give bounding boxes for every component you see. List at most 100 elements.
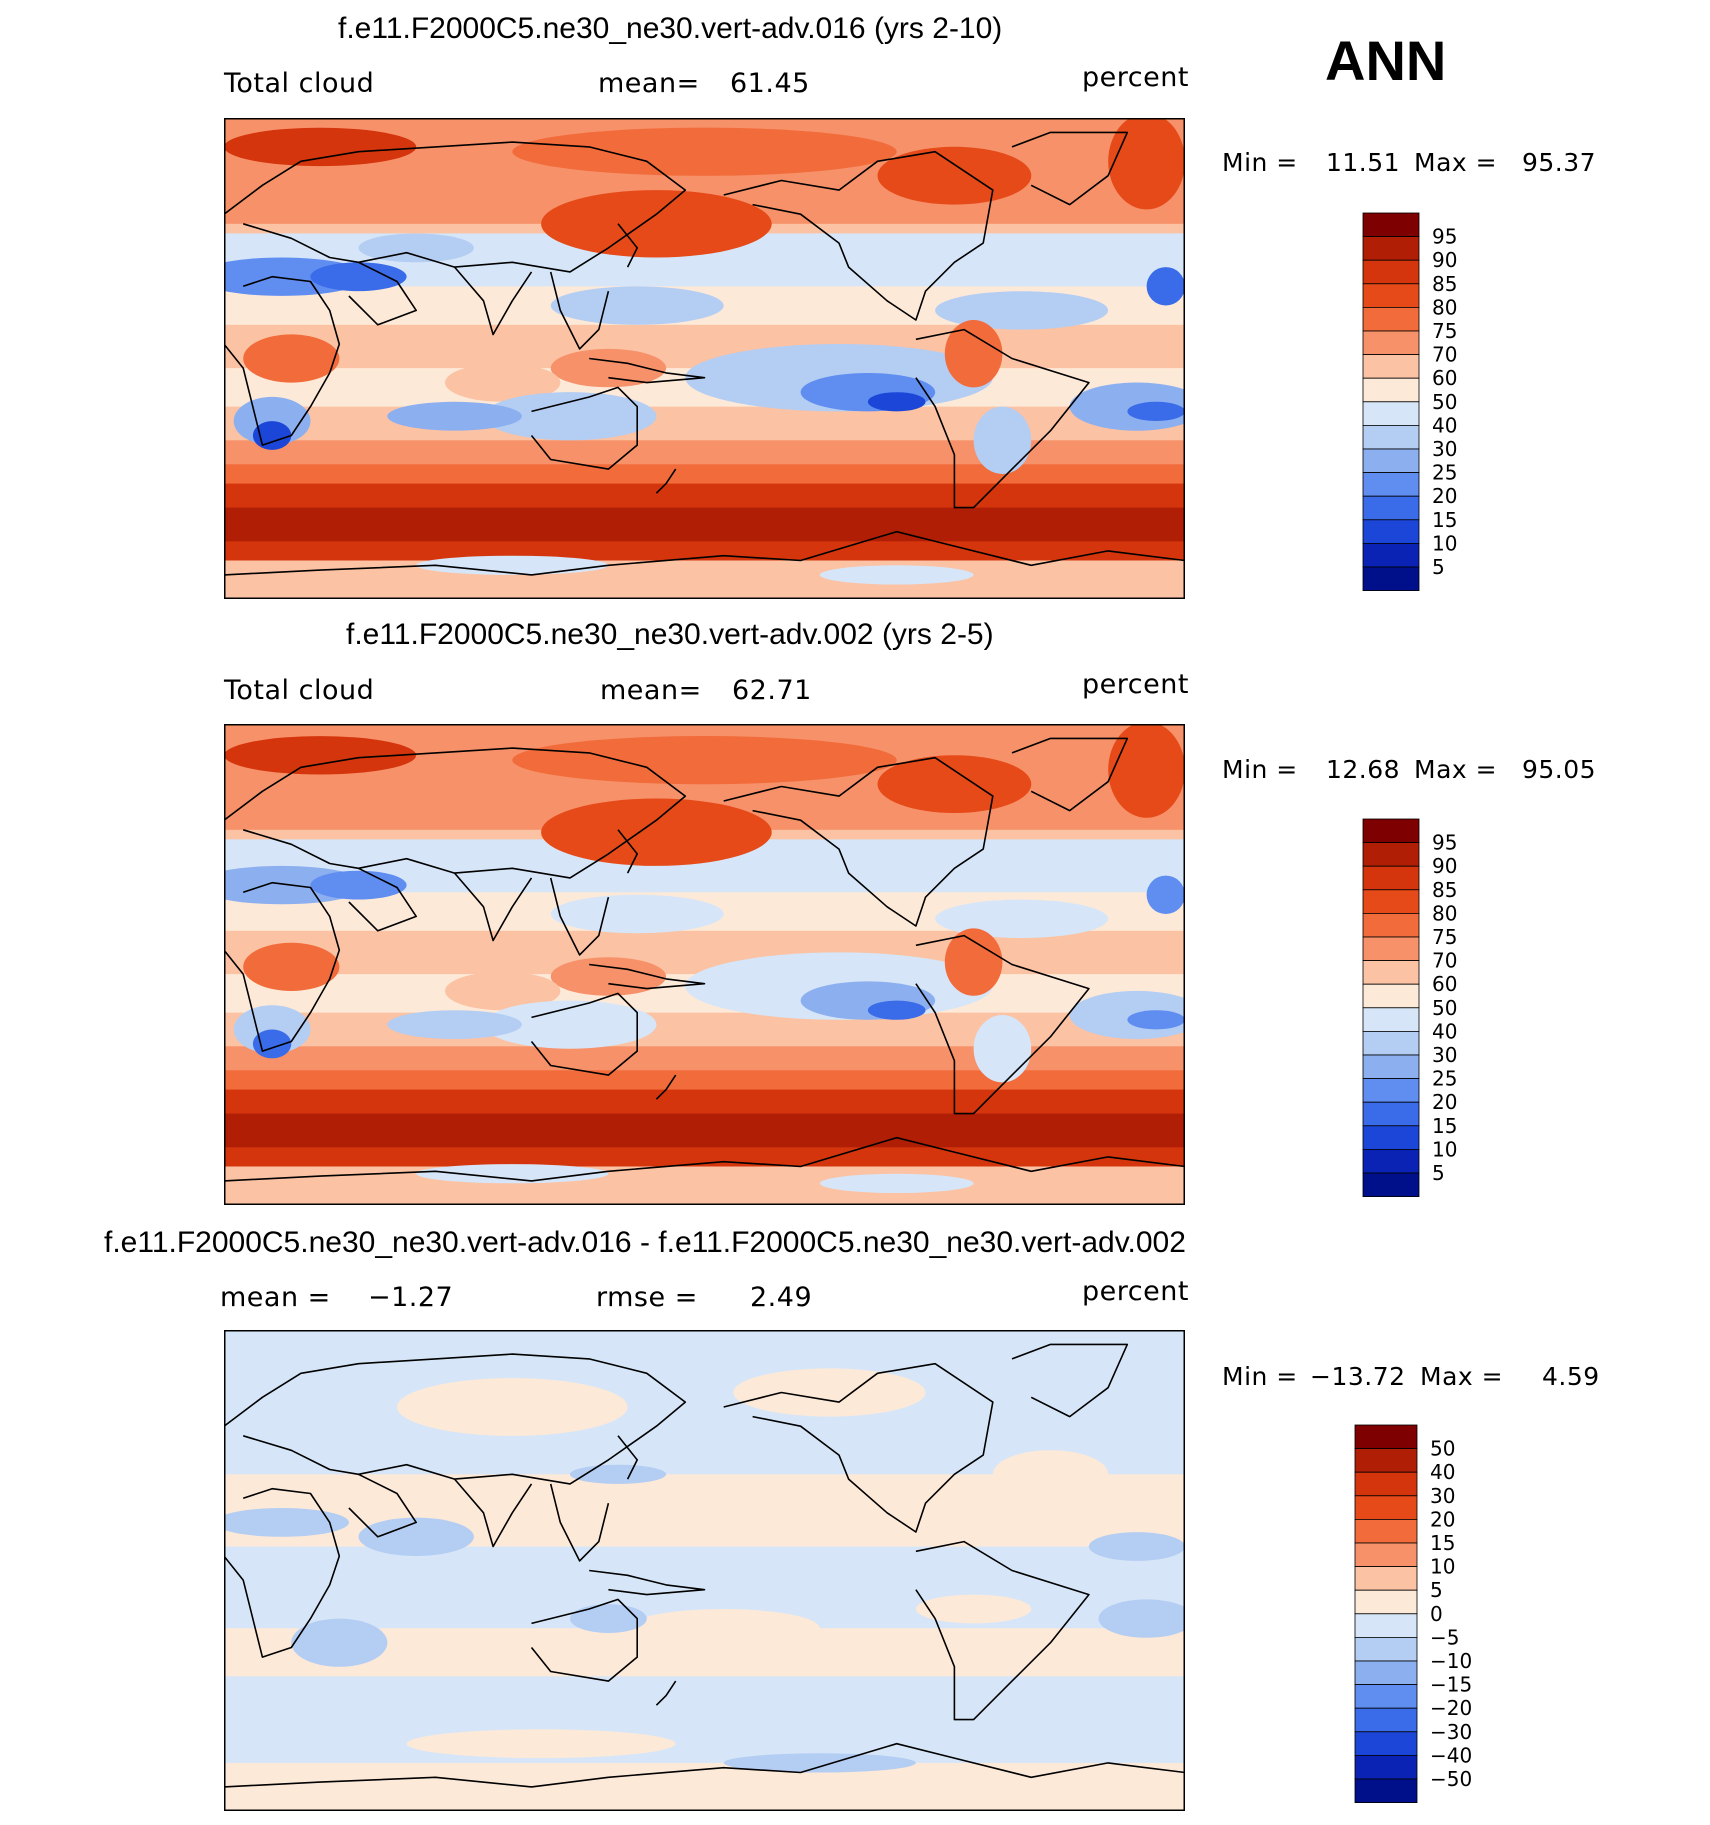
panel-3-mean-label: mean = bbox=[220, 1282, 331, 1313]
map-contour-region-26 bbox=[819, 565, 974, 585]
colorbar-tick-label: 40 bbox=[1430, 1460, 1455, 1484]
coastline-3 bbox=[453, 872, 533, 942]
panel-1-units-label: percent bbox=[1082, 62, 1189, 93]
map-band-9 bbox=[224, 483, 1185, 509]
map-contour-region-12 bbox=[550, 957, 667, 996]
map-contour-region-1 bbox=[512, 736, 897, 785]
panel-3-difference-map bbox=[224, 1330, 1185, 1811]
map-contour-region-18 bbox=[1127, 1010, 1185, 1030]
map-contour-region-23 bbox=[973, 406, 1032, 474]
map-band-6 bbox=[224, 1012, 1185, 1048]
colorbar-box-4 bbox=[1362, 307, 1420, 332]
coastline-1 bbox=[224, 141, 687, 273]
map-band-10 bbox=[224, 1113, 1185, 1149]
colorbar-tick-label: 70 bbox=[1432, 343, 1457, 367]
map-contour-region-4 bbox=[1108, 724, 1185, 818]
panel-2-min-value: 12.68 bbox=[1326, 755, 1401, 784]
colorbar-box-10 bbox=[1354, 1660, 1418, 1686]
coastline-12 bbox=[224, 1742, 1185, 1788]
colorbar-box-7 bbox=[1362, 377, 1420, 403]
panel-3-rmse-value: 2.49 bbox=[750, 1282, 813, 1313]
colorbar-box-10 bbox=[1362, 1054, 1420, 1080]
colorbar-box-10 bbox=[1362, 448, 1420, 474]
map-contour-region-5 bbox=[291, 1618, 388, 1667]
coastline-12 bbox=[224, 1136, 1185, 1182]
map-contour-region-7 bbox=[358, 233, 474, 263]
colorbar-box-4 bbox=[1362, 913, 1420, 938]
colorbar-box-15 bbox=[1362, 1172, 1420, 1198]
colorbar-box-6 bbox=[1362, 354, 1420, 379]
colorbar-box-13 bbox=[1362, 519, 1420, 544]
coastline-7 bbox=[655, 1680, 677, 1706]
panel-3-max-value: 4.59 bbox=[1542, 1362, 1600, 1391]
map-contour-region-24 bbox=[944, 928, 1003, 996]
colorbar-tick-label: 15 bbox=[1430, 1531, 1455, 1555]
map-band-12 bbox=[224, 560, 1185, 599]
colorbar-tick-label: 80 bbox=[1432, 295, 1457, 319]
map-contour-region-21 bbox=[483, 1000, 657, 1049]
colorbar-tick-label: 90 bbox=[1432, 248, 1457, 272]
colorbar-tick-label: 80 bbox=[1432, 901, 1457, 925]
panel-2-units-label: percent bbox=[1082, 669, 1189, 700]
panel-2-variable-label: Total cloud bbox=[224, 675, 375, 706]
colorbar-box-2 bbox=[1362, 865, 1420, 891]
coastline-4 bbox=[549, 877, 610, 956]
map-contour-region-1 bbox=[733, 1368, 926, 1417]
colorbar-box-13 bbox=[1362, 1125, 1420, 1150]
colorbar-tick-label: 15 bbox=[1432, 1114, 1457, 1138]
colorbar-tick-label: 95 bbox=[1432, 225, 1457, 249]
map-contour-region-12 bbox=[550, 348, 667, 388]
coastline-0 bbox=[224, 275, 341, 446]
colorbar-box-7 bbox=[1362, 983, 1420, 1009]
colorbar-tick-label: 85 bbox=[1432, 272, 1457, 296]
panel-1-mean-label: mean= bbox=[598, 68, 700, 99]
colorbar-box-8 bbox=[1362, 401, 1420, 426]
map-contour-region-21 bbox=[483, 392, 657, 441]
coastline-11 bbox=[915, 328, 1090, 509]
panel-1-min-label: Min = bbox=[1222, 148, 1298, 177]
map-contour-region-0 bbox=[224, 736, 417, 775]
coastline-11 bbox=[915, 934, 1090, 1115]
map-contour-region-9 bbox=[935, 291, 1109, 330]
map-band-5 bbox=[224, 1762, 1185, 1811]
map-contour-region-10 bbox=[1146, 267, 1185, 306]
colorbar-box-1 bbox=[1354, 1448, 1418, 1473]
coastline-10 bbox=[1011, 1343, 1129, 1418]
colorbar-box-14 bbox=[1354, 1754, 1418, 1780]
map-band-11 bbox=[224, 541, 1185, 562]
map-contour-region-2 bbox=[541, 798, 772, 866]
panel-2-min-label: Min = bbox=[1222, 755, 1298, 784]
panel-3-units-label: percent bbox=[1082, 1276, 1189, 1307]
colorbar-tick-label: 10 bbox=[1432, 531, 1457, 555]
colorbar-tick-label: 20 bbox=[1432, 1090, 1457, 1114]
colorbar-tick-label: −50 bbox=[1430, 1767, 1472, 1791]
map-band-7 bbox=[224, 1046, 1185, 1072]
coastline-4 bbox=[549, 1483, 610, 1562]
colorbar-tick-label: 85 bbox=[1432, 878, 1457, 902]
colorbar-tick-label: 5 bbox=[1430, 1578, 1443, 1602]
map-band-7 bbox=[224, 440, 1185, 466]
coastline-10 bbox=[1011, 737, 1129, 812]
colorbar-box-9 bbox=[1362, 424, 1420, 450]
coastline-4 bbox=[549, 271, 610, 350]
colorbar-box-12 bbox=[1362, 1101, 1420, 1127]
coastline-6 bbox=[530, 992, 639, 1076]
coastline-0 bbox=[224, 881, 341, 1052]
map-contour-region-11 bbox=[243, 942, 340, 991]
panel-2-title: f.e11.F2000C5.ne30_ne30.vert-adv.002 (yr… bbox=[346, 618, 994, 651]
colorbar-box-14 bbox=[1362, 542, 1420, 568]
colorbar-tick-label: −15 bbox=[1430, 1673, 1472, 1697]
colorbar-tick-label: 95 bbox=[1432, 831, 1457, 855]
map-contour-region-13 bbox=[445, 363, 561, 402]
colorbar-box-0 bbox=[1354, 1424, 1418, 1450]
map-frame bbox=[224, 724, 1185, 1205]
coastline-8 bbox=[617, 1435, 639, 1480]
colorbar-tick-label: 60 bbox=[1432, 972, 1457, 996]
map-contour-region-6 bbox=[310, 870, 407, 900]
colorbar-tick-label: 50 bbox=[1432, 996, 1457, 1020]
coastline-7 bbox=[655, 1074, 677, 1100]
season-label: ANN bbox=[1325, 29, 1447, 92]
colorbar-box-4 bbox=[1354, 1519, 1418, 1544]
panel-3-rmse-label: rmse = bbox=[596, 1282, 698, 1313]
coastline-5 bbox=[589, 1569, 706, 1596]
